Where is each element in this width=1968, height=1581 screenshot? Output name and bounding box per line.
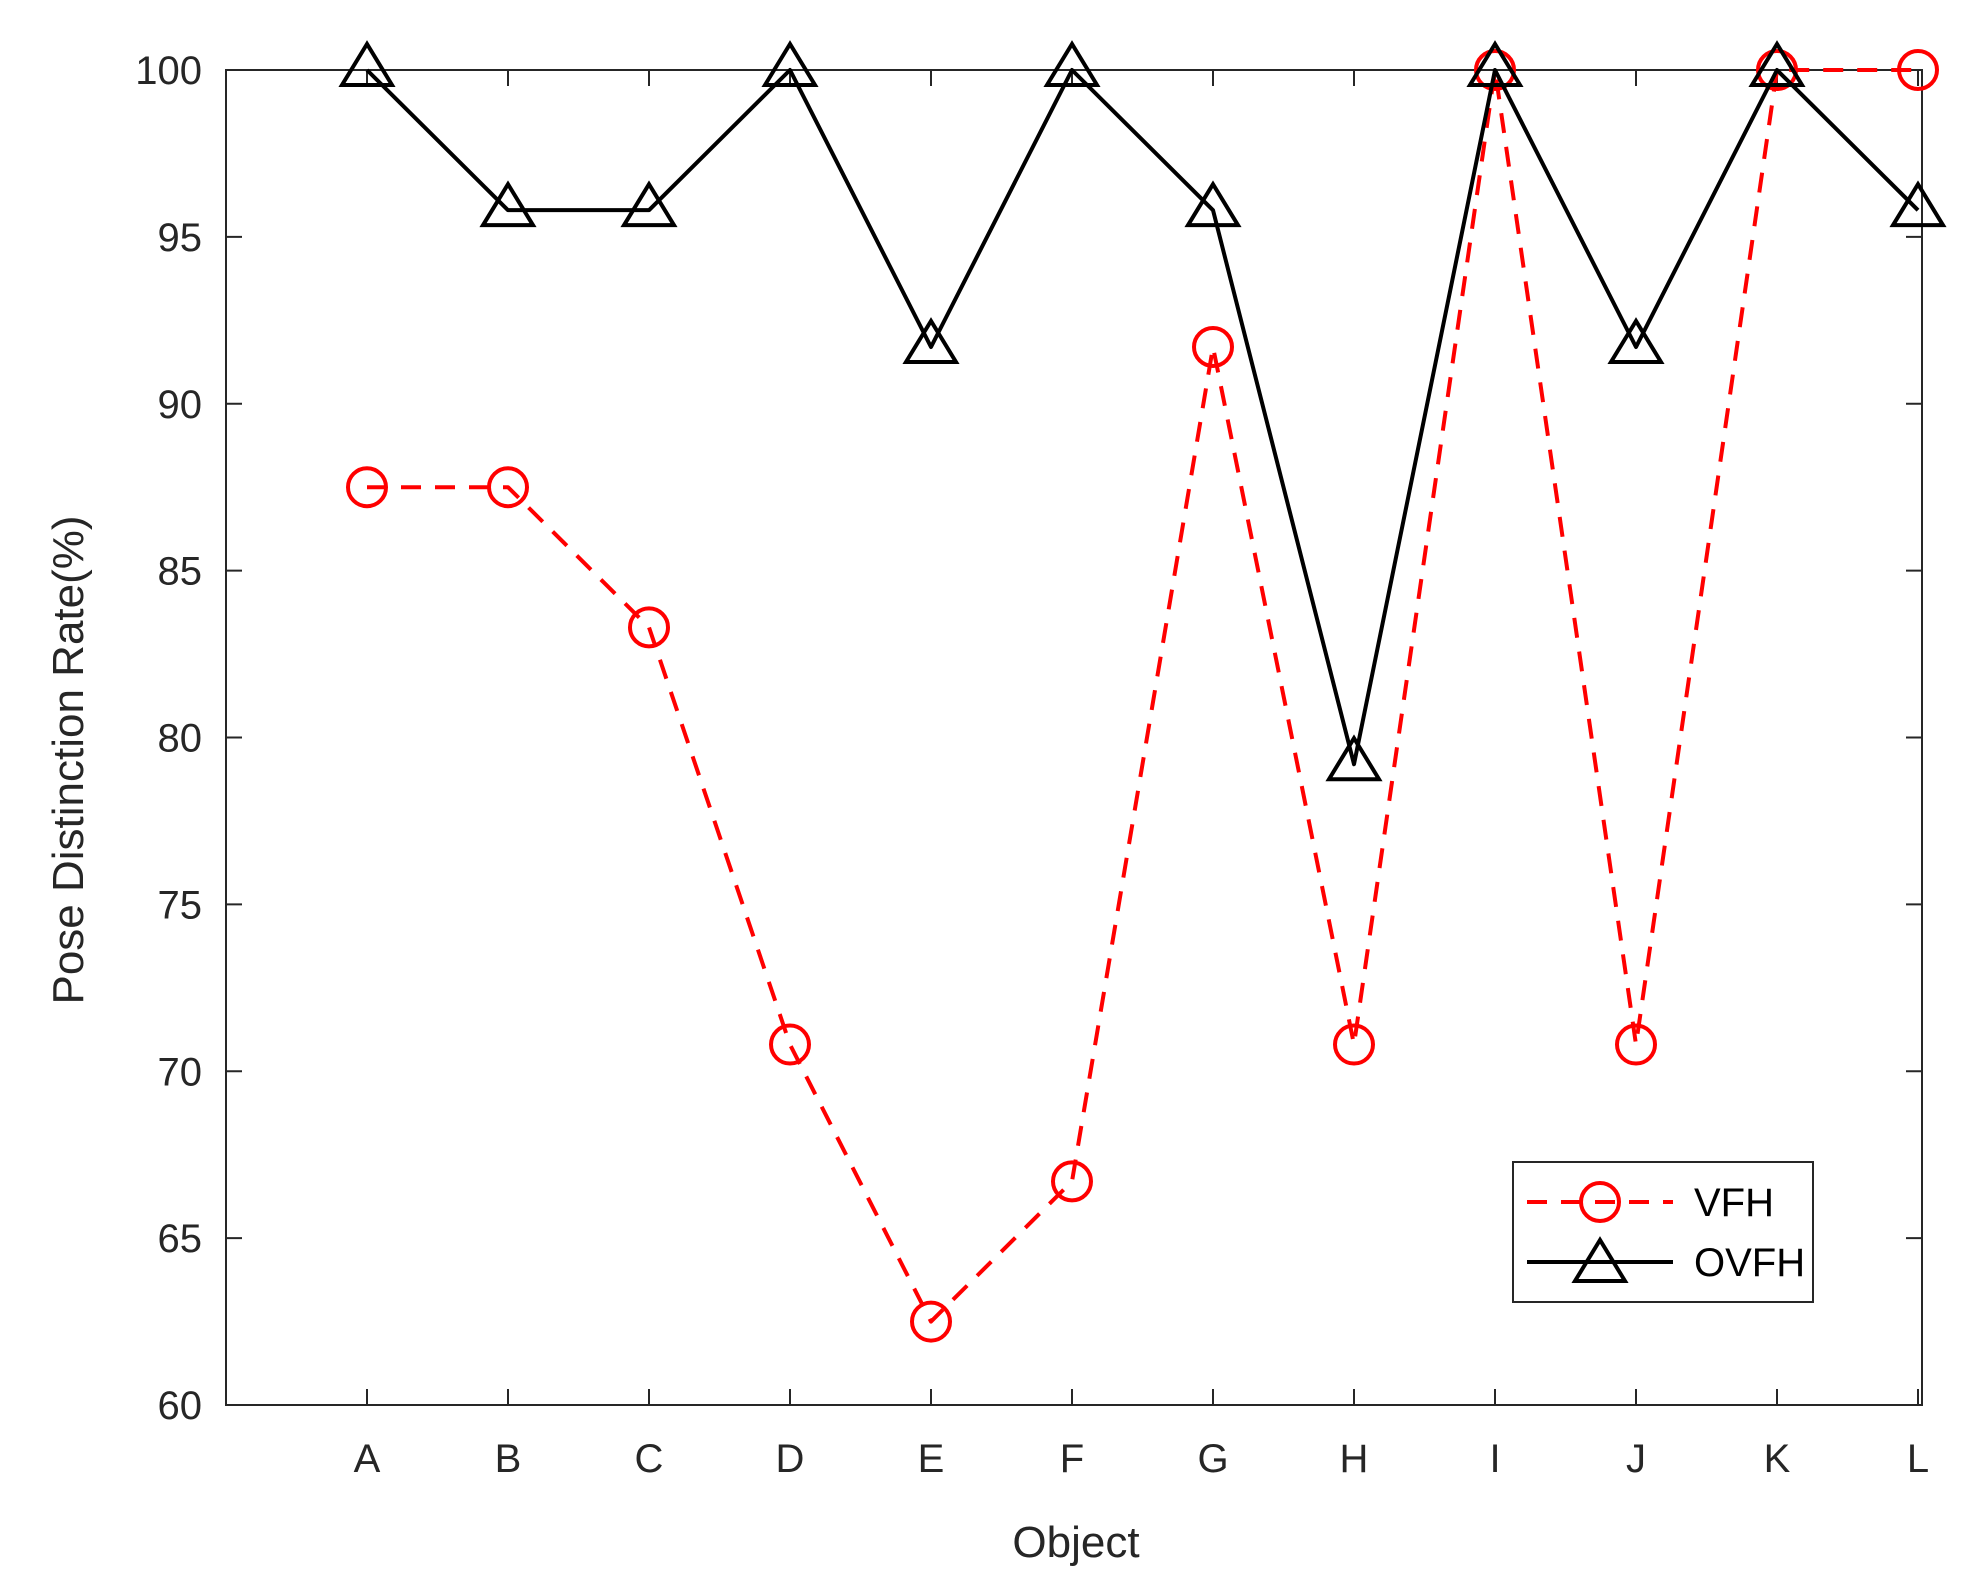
legend-box [1512, 1161, 1814, 1303]
x-tick-label: L [1907, 1437, 1929, 1481]
data-point-vfh [628, 606, 670, 649]
data-point-vfh [1051, 1160, 1093, 1203]
y-axis-ticks: 60 65 70 75 80 85 90 95 100 [135, 49, 1922, 1428]
x-tick-label: I [1489, 1437, 1500, 1481]
x-tick-label: F [1060, 1437, 1084, 1481]
legend-marker-ovfh [1571, 1236, 1629, 1283]
data-point-vfh [346, 466, 388, 509]
legend-marker-vfh [1579, 1181, 1621, 1223]
x-axis-title: Object [1012, 1518, 1139, 1567]
data-point-ovfh [338, 40, 396, 87]
data-point-vfh [769, 1023, 811, 1066]
data-point-ovfh [1889, 180, 1947, 228]
x-tick-label: A [354, 1437, 381, 1481]
y-axis-title: Pose Distinction Rate(%) [44, 515, 93, 1004]
x-tick-label: H [1340, 1437, 1369, 1481]
data-point-ovfh [902, 317, 960, 365]
data-point-vfh [1756, 49, 1798, 91]
y-tick-label: 95 [158, 216, 203, 260]
series-vfh [346, 49, 1939, 1343]
data-point-vfh [1333, 1023, 1375, 1066]
data-point-ovfh [1043, 40, 1101, 87]
series-ovfh [338, 40, 1947, 782]
x-axis-ticks: A B C D E F G H I J K L [354, 70, 1929, 1481]
y-tick-label: 80 [158, 717, 203, 761]
x-tick-label: D [776, 1437, 805, 1481]
data-point-ovfh [761, 40, 819, 87]
y-tick-label: 100 [135, 49, 202, 93]
y-tick-label: 65 [158, 1217, 203, 1261]
data-point-ovfh [1607, 317, 1665, 365]
data-point-ovfh [1184, 180, 1242, 228]
series-line-vfh [367, 68, 1918, 1324]
data-point-ovfh [1466, 40, 1524, 87]
legend-label-ovfh: OVFH [1694, 1241, 1805, 1285]
data-point-vfh [910, 1300, 952, 1343]
data-point-ovfh [1748, 40, 1806, 87]
series-layer [338, 40, 1947, 1343]
x-tick-label: K [1764, 1437, 1791, 1481]
y-tick-label: 60 [158, 1384, 203, 1428]
data-point-vfh [487, 466, 529, 509]
series-line-ovfh [365, 68, 1920, 767]
data-point-ovfh [620, 180, 678, 228]
data-point-vfh [1192, 326, 1234, 369]
x-tick-label: B [495, 1437, 522, 1481]
legend: VFH OVFH [1512, 1161, 1814, 1303]
legend-label-vfh: VFH [1694, 1181, 1774, 1225]
data-point-vfh [1897, 49, 1939, 91]
data-point-ovfh [479, 180, 537, 228]
x-tick-label: G [1197, 1437, 1228, 1481]
y-tick-label: 70 [158, 1050, 203, 1094]
y-tick-label: 75 [158, 883, 203, 927]
x-tick-label: C [635, 1437, 664, 1481]
y-tick-label: 85 [158, 550, 203, 594]
data-point-vfh [1474, 49, 1516, 91]
data-point-vfh [1615, 1023, 1657, 1066]
x-tick-label: E [918, 1437, 945, 1481]
y-tick-label: 90 [158, 383, 203, 427]
x-tick-label: J [1626, 1437, 1646, 1481]
data-point-ovfh [1325, 734, 1383, 782]
